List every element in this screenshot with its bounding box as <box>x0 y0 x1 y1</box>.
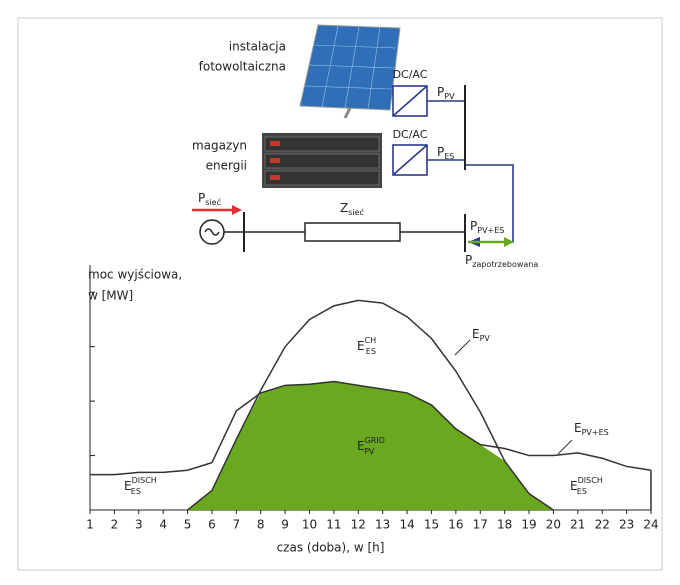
solar-panel <box>300 25 400 118</box>
label-sub: PV <box>480 334 491 343</box>
y-axis-label: moc wyjściowa, <box>88 268 182 282</box>
label-sub: PV+ES <box>477 226 504 235</box>
label-sub: ES <box>444 152 454 161</box>
x-tick-label: 22 <box>595 518 610 532</box>
x-tick-label: 4 <box>159 518 167 532</box>
converters <box>393 86 513 242</box>
label-main: E <box>574 421 582 435</box>
label: instalacja <box>229 40 286 54</box>
label: DC/AC <box>393 128 428 141</box>
label: DC/AC <box>393 68 428 81</box>
label-main: E <box>472 327 480 341</box>
x-axis-label: czas (doba), w [h] <box>277 541 385 555</box>
arrow <box>232 205 242 215</box>
x-tick-label: 24 <box>643 518 658 532</box>
label-sub: PV <box>364 447 375 456</box>
label: ECH ES <box>357 336 376 356</box>
x-tick-label: 19 <box>521 518 536 532</box>
label-sub: PV <box>444 92 455 101</box>
label-sup: DISCH <box>578 476 603 485</box>
label-sub: sieć <box>348 207 364 217</box>
x-tick-label: 21 <box>570 518 585 532</box>
label-sub: ES <box>366 347 376 356</box>
label-sub: ES <box>577 487 587 496</box>
x-tick-label: 7 <box>233 518 241 532</box>
label: Zsieć <box>340 201 364 217</box>
label-main: P <box>437 145 444 159</box>
label: Pzapotrzebowana <box>465 253 538 269</box>
x-tick-label: 20 <box>546 518 561 532</box>
label-sub: sieć <box>205 197 221 207</box>
label: EPV+ES <box>574 421 609 437</box>
x-tick-label: 2 <box>111 518 119 532</box>
label-sub: PV+ES <box>582 428 609 437</box>
label-sub: ES <box>131 487 141 496</box>
label-sup: CH <box>365 336 377 345</box>
x-tick-label: 1 <box>86 518 94 532</box>
figure: instalacja fotowoltaiczna magazyn energi… <box>0 0 680 585</box>
x-tick-label: 12 <box>351 518 366 532</box>
y-axis-label: w [MW] <box>88 289 133 303</box>
x-tick-label: 16 <box>448 518 463 532</box>
x-tick-label: 9 <box>281 518 289 532</box>
x-tick-label: 8 <box>257 518 265 532</box>
leader <box>558 440 572 454</box>
label-main: P <box>437 85 444 99</box>
label: EPV <box>472 327 490 343</box>
x-tick-label: 10 <box>302 518 317 532</box>
x-tick-label: 14 <box>399 518 414 532</box>
x-tick-label: 13 <box>375 518 390 532</box>
label-main: P <box>465 253 472 267</box>
label-main: P <box>470 219 477 233</box>
x-tick-label: 17 <box>473 518 488 532</box>
label: PES <box>437 145 454 161</box>
label: Psieć <box>198 191 221 207</box>
x-tick-label: 23 <box>619 518 634 532</box>
label-sub: zapotrzebowana <box>472 260 538 269</box>
x-tick-label: 11 <box>326 518 341 532</box>
page: {"diagram":{ "pv_label":["instalacja","f… <box>0 0 680 585</box>
grid-line-diagram <box>200 212 465 252</box>
label: magazyn <box>192 139 247 153</box>
label: PPV <box>437 85 455 101</box>
battery-rack <box>262 133 382 188</box>
label: PPV+ES <box>470 219 504 235</box>
label-main: P <box>198 191 205 205</box>
x-tick-label: 15 <box>424 518 439 532</box>
x-tick-label: 6 <box>208 518 216 532</box>
x-tick-label: 5 <box>184 518 192 532</box>
label-main: Z <box>340 201 348 215</box>
label: fotowoltaiczna <box>199 60 286 74</box>
label-sup: DISCH <box>132 476 157 485</box>
label-sup: GRID <box>365 436 385 445</box>
x-tick-label: 18 <box>497 518 512 532</box>
leader <box>455 340 470 355</box>
x-tick-label: 3 <box>135 518 143 532</box>
label: energii <box>206 159 247 173</box>
label-main: E <box>357 339 365 353</box>
